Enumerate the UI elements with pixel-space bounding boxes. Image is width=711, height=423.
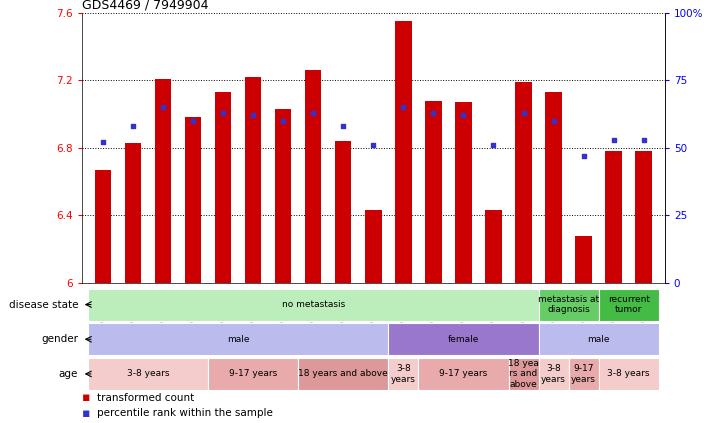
Point (548, 118, 560, 124)
Bar (575, 236, 592, 283)
Bar (425, 101, 442, 283)
Bar (155, 79, 171, 283)
Text: GDS4469 / 7949904: GDS4469 / 7949904 (82, 0, 208, 11)
Text: 9-17
years: 9-17 years (571, 364, 596, 384)
Text: age: age (59, 369, 78, 379)
Bar (87, 288, 538, 321)
Bar (208, 358, 298, 390)
Point (307, 109, 319, 116)
Point (488, 142, 499, 148)
Point (518, 109, 529, 116)
Text: 9-17 years: 9-17 years (229, 369, 277, 379)
Point (218, 109, 229, 116)
Bar (538, 358, 569, 390)
Point (247, 112, 259, 119)
Text: female: female (448, 335, 479, 344)
Point (97, 139, 109, 146)
Text: 3-8
years: 3-8 years (391, 364, 416, 384)
Bar (305, 70, 321, 283)
Text: metastasis at
diagnosis: metastasis at diagnosis (538, 295, 599, 314)
Text: no metastasis: no metastasis (282, 300, 345, 309)
Bar (485, 210, 502, 283)
Bar (418, 358, 508, 390)
Bar (599, 358, 659, 390)
Text: ▪: ▪ (82, 391, 90, 404)
Text: disease state: disease state (9, 299, 78, 310)
Point (428, 109, 439, 116)
Text: male: male (587, 335, 610, 344)
Text: percentile rank within the sample: percentile rank within the sample (97, 408, 273, 418)
Text: 18 years and above: 18 years and above (299, 369, 388, 379)
Bar (538, 288, 599, 321)
Text: 9-17 years: 9-17 years (439, 369, 488, 379)
Bar (395, 21, 412, 283)
Point (638, 136, 649, 143)
Point (608, 136, 619, 143)
Bar (87, 323, 388, 355)
Bar (95, 170, 111, 283)
Text: recurrent
tumor: recurrent tumor (608, 295, 650, 314)
Bar (365, 210, 382, 283)
Point (127, 123, 139, 129)
Bar (185, 118, 201, 283)
Text: 3-8
years: 3-8 years (541, 364, 566, 384)
Bar (245, 77, 262, 283)
Text: male: male (227, 335, 250, 344)
Point (338, 123, 349, 129)
Bar (275, 109, 292, 283)
Bar (87, 358, 208, 390)
Text: gender: gender (41, 334, 78, 344)
Point (157, 104, 169, 111)
Text: transformed count: transformed count (97, 393, 195, 403)
Bar (599, 288, 659, 321)
Bar (538, 323, 659, 355)
Point (458, 112, 469, 119)
Text: ▪: ▪ (82, 407, 90, 420)
Text: 18 yea
rs and
above: 18 yea rs and above (508, 359, 539, 389)
Bar (298, 358, 388, 390)
Bar (215, 92, 231, 283)
Bar (545, 92, 562, 283)
Point (277, 118, 289, 124)
Point (578, 153, 589, 159)
Bar (388, 358, 418, 390)
Bar (124, 143, 141, 283)
Bar (335, 141, 351, 283)
Text: 3-8 years: 3-8 years (607, 369, 650, 379)
Bar (636, 151, 652, 283)
Bar (569, 358, 599, 390)
Bar (606, 151, 622, 283)
Point (368, 142, 379, 148)
Point (187, 118, 198, 124)
Bar (388, 323, 538, 355)
Point (397, 104, 409, 111)
Bar (455, 102, 471, 283)
Bar (515, 82, 532, 283)
Bar (508, 358, 538, 390)
Text: 3-8 years: 3-8 years (127, 369, 169, 379)
